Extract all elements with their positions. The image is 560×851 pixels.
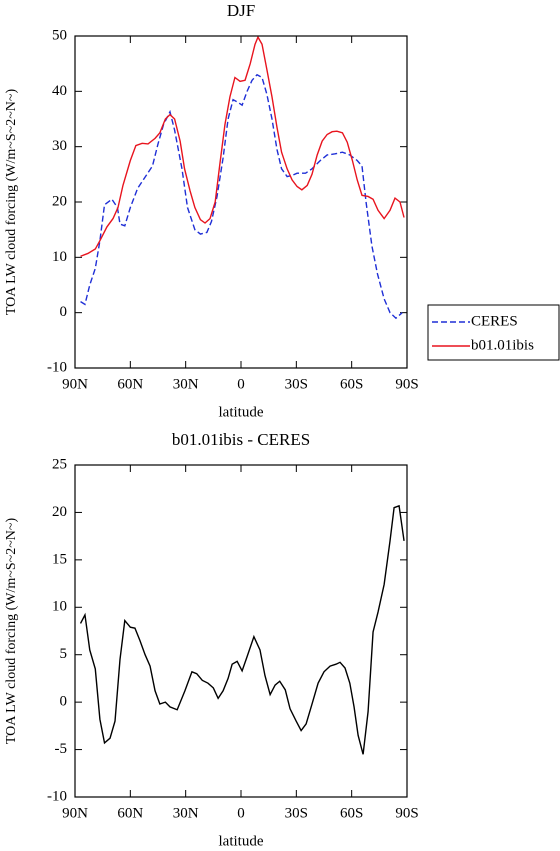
plot-frame [74,464,408,798]
x-axis-label: latitude [219,833,264,849]
x-tick-label: 60S [340,376,363,392]
y-tick-label: 10 [52,249,67,265]
x-tick-label: 30S [285,805,308,821]
x-tick-label: 60S [340,805,363,821]
y-tick-label: 20 [52,193,67,209]
x-tick-label: 0 [237,805,245,821]
chart-title: DJF [227,1,255,20]
y-tick-label: 25 [52,456,67,472]
y-axis-label: TOA LW cloud forcing (W/m~S~2~N~) [4,89,19,316]
legend-box [427,304,560,361]
x-tick-label: 60N [117,376,143,392]
x-tick-label: 30S [285,376,308,392]
x-tick-label: 60N [117,805,143,821]
data-line [80,73,403,320]
data-line [79,504,405,755]
data-line [80,35,405,257]
x-tick-label: 90N [62,805,88,821]
x-axis-label: latitude [219,404,264,420]
x-tick-label: 30N [173,805,199,821]
y-tick-label: -10 [47,788,67,804]
plot-frame [74,35,408,369]
x-tick-label: 90N [62,376,88,392]
chart-title: b01.01ibis - CERES [172,430,310,449]
y-tick-label: 0 [60,694,68,710]
x-tick-label: 30N [173,376,199,392]
y-tick-label: 40 [52,83,67,99]
y-tick-label: 50 [52,27,67,43]
y-tick-label: 15 [52,551,67,567]
x-tick-label: 90S [395,376,418,392]
y-tick-label: -10 [47,359,67,375]
y-tick-label: 0 [60,304,68,320]
y-tick-label: 30 [52,138,67,154]
x-tick-label: 0 [237,376,245,392]
y-tick-label: 20 [52,504,67,520]
legend-label: b01.01ibis [471,337,534,353]
y-tick-label: 10 [52,599,67,615]
x-tick-label: 90S [395,805,418,821]
y-tick-label: 5 [60,646,68,662]
legend: CERES b01.01ibis [427,304,560,361]
y-axis-label: TOA LW cloud forcing (W/m~S~2~N~) [4,518,19,745]
legend-label: CERES [471,313,518,329]
y-tick-label: -5 [55,741,68,757]
